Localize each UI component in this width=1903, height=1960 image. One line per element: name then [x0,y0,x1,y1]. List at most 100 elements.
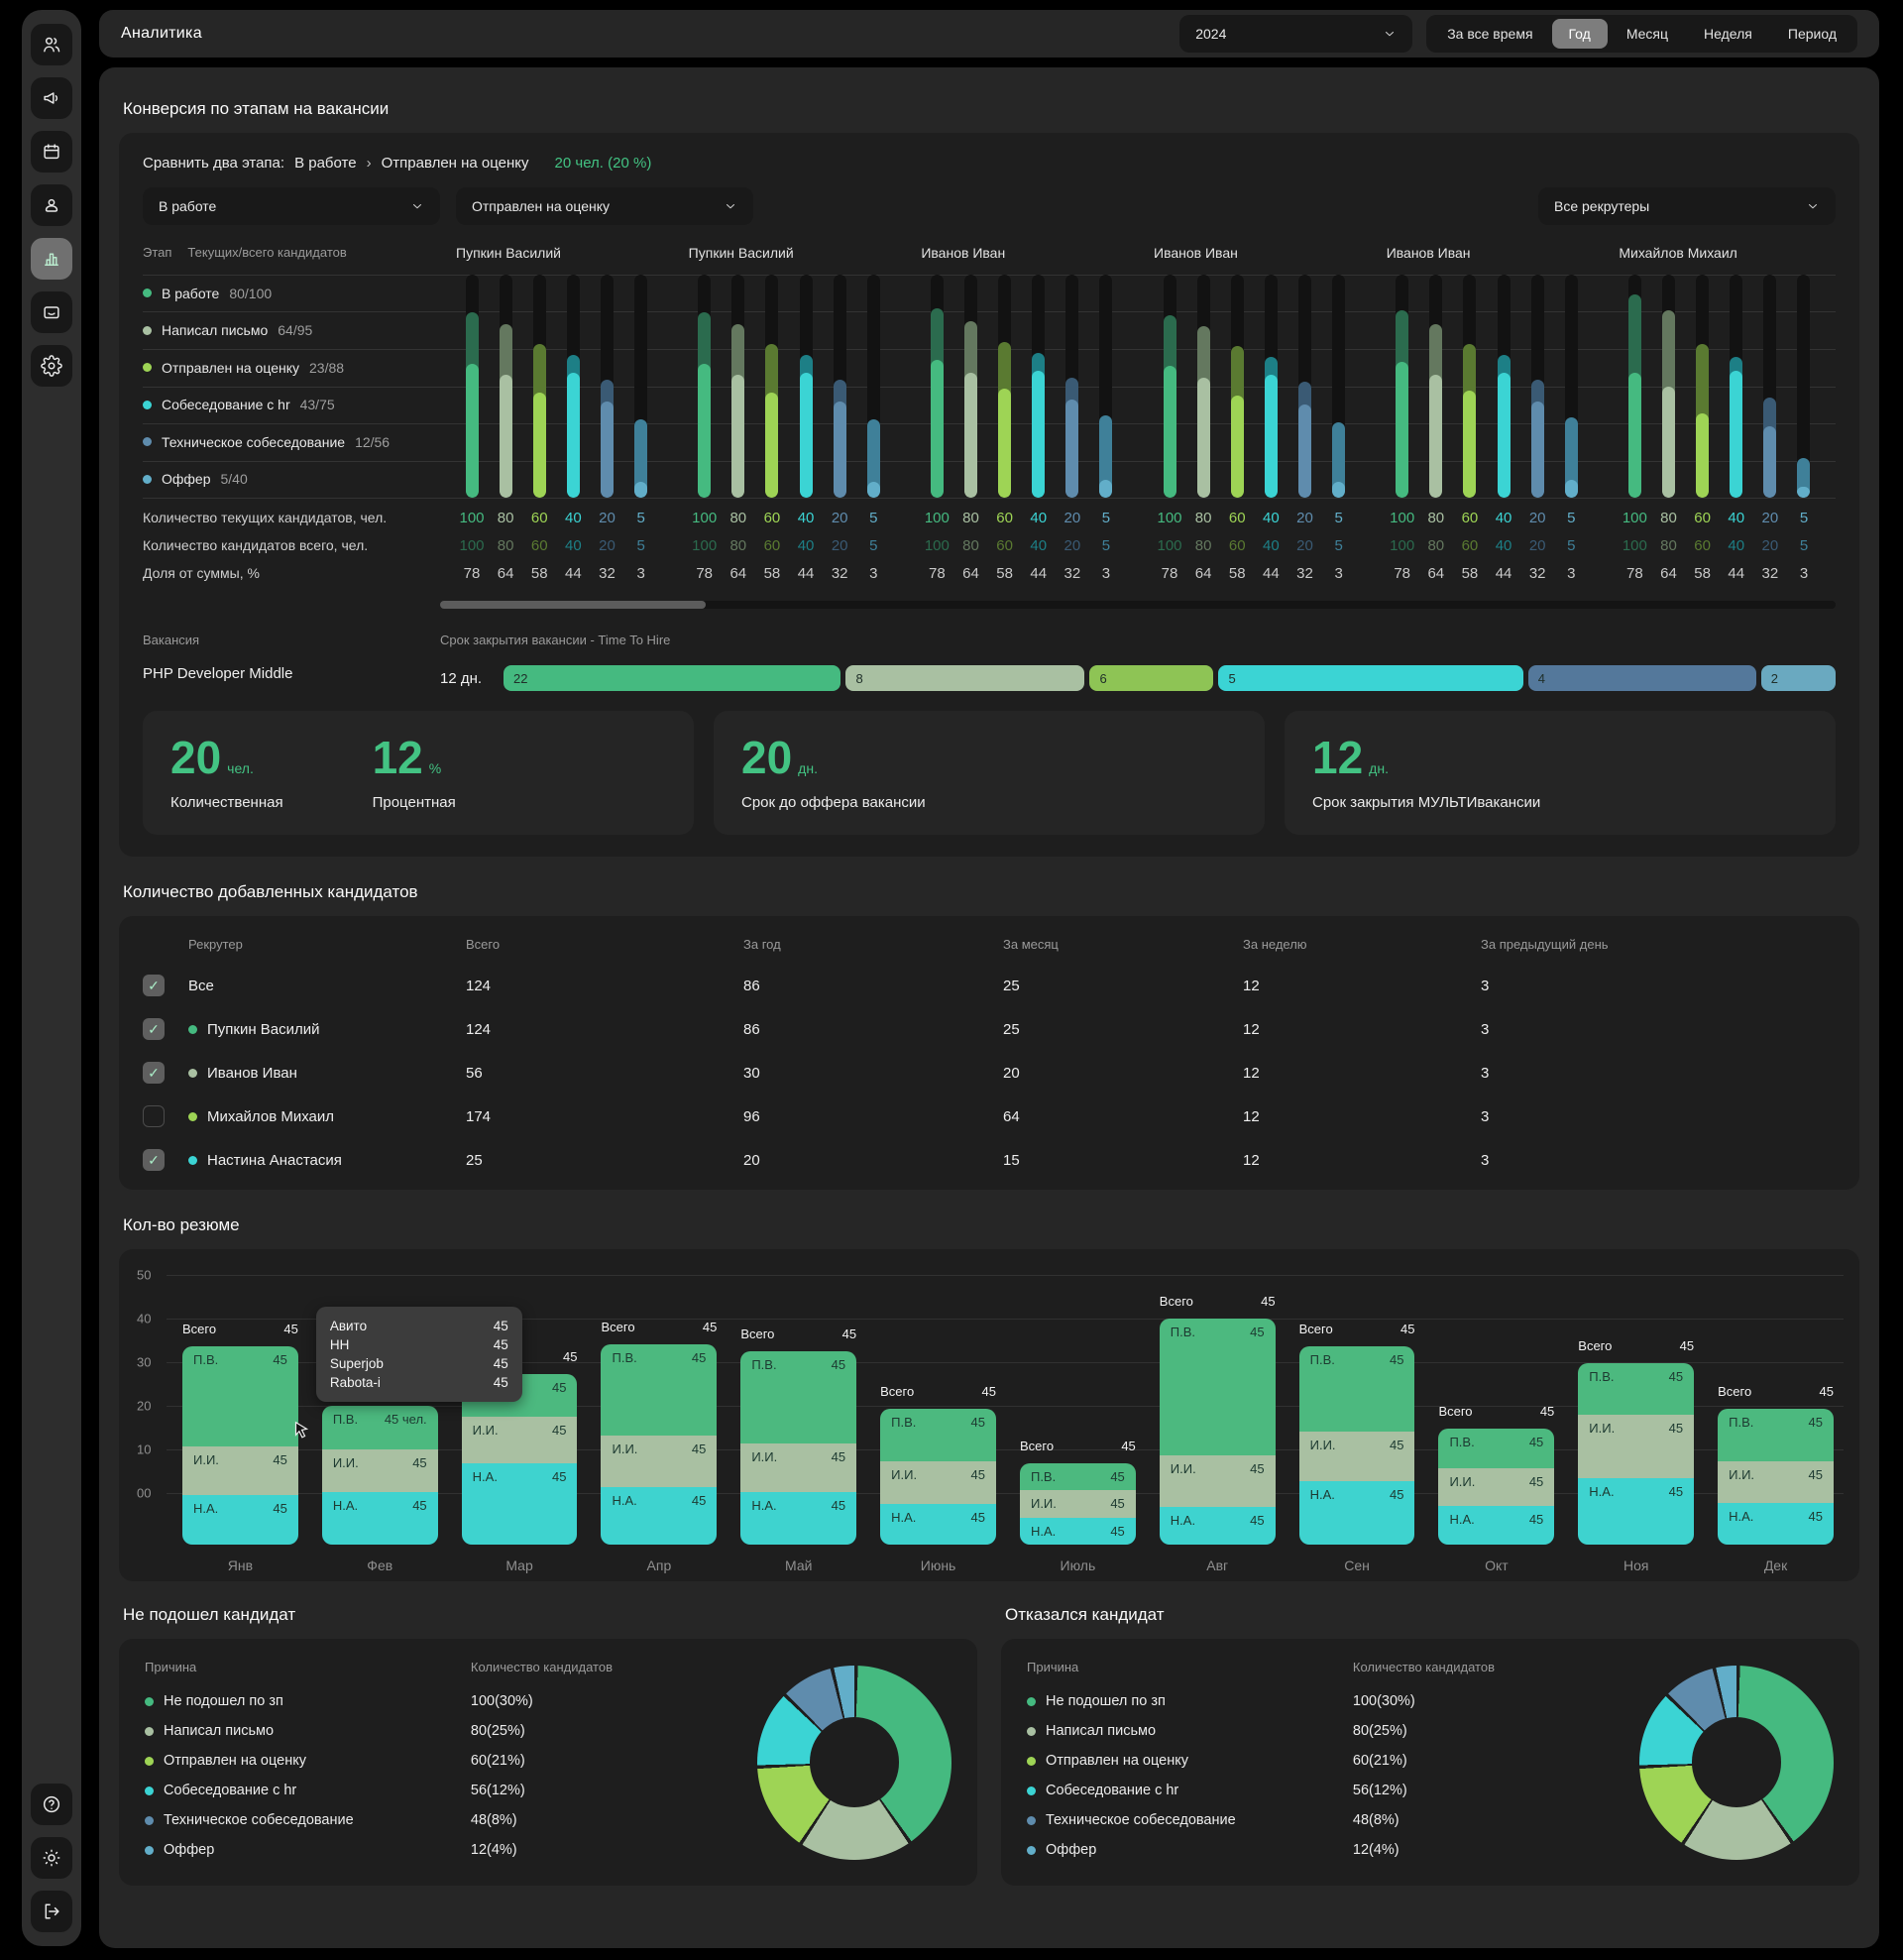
resume-bar[interactable]: П.В. 45 И.И. 45 Н.А. 45 [1159,1319,1276,1545]
period-tab[interactable]: Месяц [1625,26,1669,42]
funnel-bar[interactable] [532,275,546,498]
resume-bar[interactable]: П.В. 45 И.И. 45 Н.А. 45 [601,1344,718,1545]
funnel-columns: Пупкин Василий 100 80 60 40 20 5 100 80 60 40 20 5 78… [440,245,1836,587]
checkbox-checked[interactable]: ✓ [143,1018,165,1040]
funnel-bar[interactable] [1429,275,1443,498]
resume-bar[interactable]: П.В. 45 И.И. 45 Н.А. 45 [1438,1429,1555,1545]
funnel-bars [1387,275,1588,498]
funnel-number: 32 [1528,564,1546,582]
funnel-number: 32 [1296,564,1313,582]
segment-label: Н.А. [1589,1484,1615,1500]
period-tab[interactable]: Год [1551,19,1608,49]
funnel-bar[interactable] [1730,275,1743,498]
checkbox-checked[interactable]: ✓ [143,1062,165,1084]
tth-segment: 6 [1089,665,1214,691]
funnel-bar[interactable] [799,275,813,498]
funnel-bar[interactable] [465,275,479,498]
sidebar-item-headhunting[interactable] [31,184,72,226]
funnel-bar[interactable] [1264,275,1278,498]
funnel-bar[interactable] [1627,275,1641,498]
funnel-bar[interactable] [1163,275,1176,498]
funnel-number: 20 [1528,536,1546,554]
resume-bar[interactable]: П.В. 45 И.И. 45 Н.А. 45 [1718,1409,1834,1545]
funnel-bar[interactable] [1530,275,1544,498]
period-tab[interactable]: За все время [1447,26,1533,42]
recruiter-cell-name: Михайлов Михаил [207,1107,335,1125]
funnel-bar[interactable] [698,275,712,498]
funnel-scrollbar[interactable] [440,601,1836,609]
resume-bar[interactable]: П.В. 45 И.И. 45 Н.А. 45 [1578,1363,1695,1545]
funnel-bar[interactable] [866,275,880,498]
funnel-bar[interactable] [1298,275,1312,498]
sidebar-item-theme-sun[interactable] [31,1837,72,1879]
funnel-bar-total-segment [1564,417,1578,498]
funnel-number: 40 [1728,509,1745,526]
funnel-column: Пупкин Василий 100 80 60 40 20 5 100 80 60 40 20 5 78… [440,245,673,587]
resume-bar[interactable]: П.В. 45 И.И. 45 Н.А. 45 [182,1346,298,1545]
segment-label: И.И. [472,1423,499,1439]
period-tab[interactable]: Период [1787,26,1837,42]
funnel-scrollbar-thumb[interactable] [440,601,706,609]
funnel-bar[interactable] [634,275,648,498]
sidebar-item-calendar[interactable] [31,131,72,173]
funnel-bar-slot [689,275,721,498]
sidebar-item-archive[interactable] [31,291,72,333]
recruiters-select[interactable]: Все рекрутеры [1538,187,1836,225]
funnel-bar[interactable] [765,275,779,498]
gridline [143,460,1836,462]
resume-bar[interactable]: П.В. 45 И.И. 45 Н.А. 45 [740,1351,857,1545]
sidebar-item-logout[interactable] [31,1891,72,1932]
sidebar-item-help[interactable] [31,1784,72,1825]
sidebar-item-megaphone[interactable] [31,77,72,119]
funnel-bar[interactable] [1763,275,1777,498]
funnel-bar[interactable] [1696,275,1710,498]
funnel-bar[interactable] [1396,275,1409,498]
funnel-bar[interactable] [1032,275,1046,498]
month-label: Авг [1206,1557,1229,1573]
funnel-bar[interactable] [1230,275,1244,498]
funnel-bar[interactable] [833,275,846,498]
funnel-bar[interactable] [998,275,1012,498]
funnel-bar[interactable] [499,275,512,498]
megaphone-icon [44,92,58,104]
stage-counts: 23/88 [309,359,345,376]
checkbox-checked[interactable]: ✓ [143,975,165,996]
checkbox-checked[interactable]: ✓ [143,1149,165,1171]
reason-dot [1027,1696,1036,1706]
metric-number: 12 [372,732,423,783]
funnel-bar[interactable] [1065,275,1079,498]
funnel-bar[interactable] [601,275,614,498]
chevron-down-icon [1808,204,1818,209]
sidebar-item-gear[interactable] [31,345,72,387]
tth-days: 12 дн. [440,669,483,687]
stage-from-select[interactable]: В работе [143,187,440,225]
funnel-bar[interactable] [1797,275,1811,498]
funnel-bar[interactable] [731,275,745,498]
metric: 12% Процентная [373,735,456,811]
funnel-number: 5 [1334,536,1343,554]
sidebar-item-bar-chart[interactable] [31,238,72,280]
funnel-bar[interactable] [1497,275,1511,498]
resume-bar[interactable]: П.В. 45 чел. И.И. 45 Н.А. 45 [321,1406,438,1545]
resume-bar[interactable]: П.В. 45 И.И. 45 Н.А. 45 [1298,1346,1415,1545]
funnel-bar[interactable] [1196,275,1210,498]
funnel-bar[interactable] [1332,275,1346,498]
resume-bar[interactable]: П.В. 45 И.И. 45 Н.А. 45 [1019,1463,1136,1545]
period-tab[interactable]: Неделя [1704,26,1752,42]
funnel-bar[interactable] [1564,275,1578,498]
funnel-bar[interactable] [930,275,944,498]
checkbox-unchecked[interactable] [143,1105,165,1127]
year-select[interactable]: 2024 [1179,15,1413,53]
funnel-bar[interactable] [566,275,580,498]
resume-bar[interactable]: П.В. 45 И.И. 45 Н.А. 45 [880,1409,996,1545]
funnel-bar[interactable] [1099,275,1113,498]
declined-panel: Причина Количество кандидатов Не подошел п… [1001,1639,1859,1886]
funnel-numbers-row: 100 80 60 40 20 5 [921,504,1122,531]
funnel-bar[interactable] [1661,275,1675,498]
stage-to-select[interactable]: Отправлен на оценку [456,187,753,225]
funnel-bar[interactable] [1463,275,1477,498]
sidebar-item-users[interactable] [31,24,72,65]
funnel-bar[interactable] [963,275,977,498]
reason-row: Отправлен на оценку 60(21%) [1027,1746,1614,1776]
reason-row: Техническое собеседование 48(8%) [145,1805,731,1835]
